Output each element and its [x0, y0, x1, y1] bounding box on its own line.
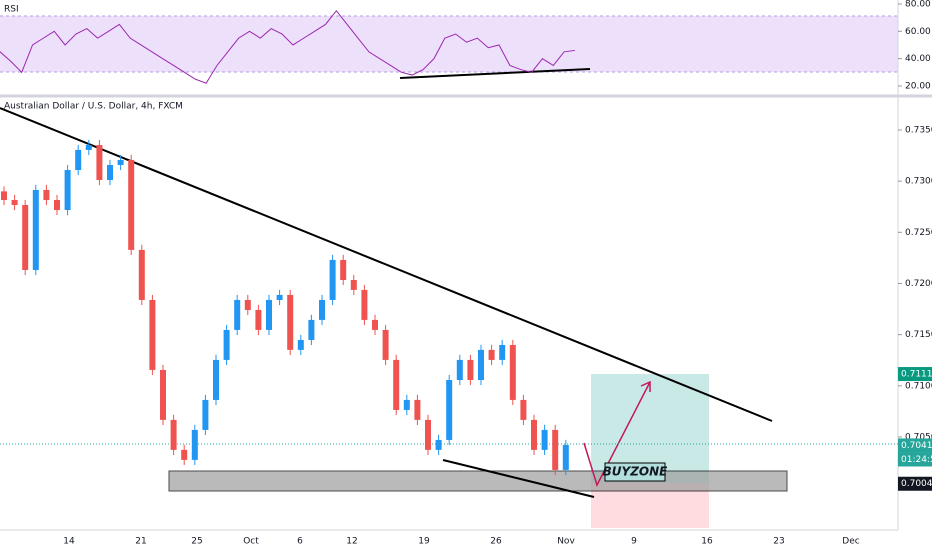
candle-body	[128, 159, 135, 250]
rsi-tick-label: 20.00	[905, 81, 931, 91]
candle-body	[11, 199, 18, 205]
candle-body	[361, 289, 368, 320]
candle-body	[170, 419, 177, 450]
candle-body	[520, 399, 527, 420]
rsi-tick-label: 40.00	[905, 54, 931, 64]
candle-body	[244, 299, 251, 310]
candle-body	[499, 344, 506, 360]
candle-body	[213, 359, 219, 400]
candle-body	[75, 149, 82, 170]
y-tick-label: 0.73500	[905, 125, 932, 135]
candle-body	[425, 419, 431, 450]
buyzone-label: BUYZONE	[603, 465, 669, 479]
candle-body	[329, 259, 336, 300]
y-tick-label: 0.70500	[905, 432, 932, 442]
candle-body	[541, 429, 548, 450]
candle-body	[107, 164, 113, 181]
candle-body	[531, 419, 537, 450]
candle-body	[308, 319, 315, 340]
candle-body	[446, 379, 453, 440]
y-tick-label: 0.72000	[905, 279, 932, 289]
candle-body	[372, 319, 378, 330]
candle-body	[43, 189, 50, 200]
price-tag	[898, 476, 932, 491]
countdown-tag	[898, 452, 932, 467]
x-tick-label: 26	[490, 537, 502, 547]
candle-body	[488, 349, 495, 360]
candle-body	[414, 399, 421, 420]
candle-body	[255, 309, 262, 330]
projection-arrow	[583, 381, 651, 487]
x-tick-label: Nov	[557, 537, 575, 547]
y-tick-label: 0.73000	[905, 177, 932, 187]
candle-body	[393, 359, 400, 410]
x-tick-label: 12	[346, 537, 357, 547]
candle-body	[54, 199, 60, 211]
candle-body	[287, 294, 294, 350]
price-tag-label: 0.71115	[901, 370, 932, 380]
x-tick-label: 25	[191, 537, 202, 547]
candle-body	[456, 359, 463, 380]
candle-body	[297, 339, 304, 350]
price-tag-label: 0.70043	[901, 479, 932, 489]
candle-body	[64, 169, 71, 211]
candle-body	[85, 145, 92, 150]
candle-body	[478, 349, 484, 380]
x-tick-label: 23	[773, 537, 784, 547]
candle-body	[1, 191, 7, 200]
candle-body	[467, 359, 474, 380]
x-tick-label: Oct	[243, 537, 259, 547]
arrow-head	[640, 380, 651, 392]
candle-body	[32, 189, 39, 270]
candle-body	[350, 280, 357, 290]
x-tick-label: Dec	[842, 537, 859, 547]
support-line	[442, 459, 595, 498]
rsi-band	[0, 16, 898, 72]
price-tag	[898, 367, 932, 382]
rsi-line	[0, 9, 576, 84]
candle-body	[191, 429, 198, 460]
symbol-title: Australian Dollar / U.S. Dollar, 4h, FXC…	[4, 102, 183, 112]
candle-body	[202, 399, 209, 430]
buyzone-tag	[604, 462, 666, 482]
candle-body	[96, 145, 103, 181]
rsi-label: RSI	[4, 5, 19, 15]
x-tick-label: 19	[418, 537, 430, 547]
rsi-tick-label: 80.00	[905, 0, 931, 9]
price-tag-label: 0.70417	[901, 441, 932, 451]
countdown-label: 01:24:54	[901, 455, 932, 465]
y-tick-label: 0.71000	[905, 381, 932, 391]
candle-body	[382, 329, 389, 360]
buy-zone-box	[168, 470, 788, 492]
candle-body	[234, 299, 241, 330]
price-tag	[898, 438, 932, 453]
candle-body	[160, 369, 166, 420]
candle-body	[181, 449, 188, 460]
x-tick-label: 6	[297, 537, 303, 547]
rsi-tick-label: 60.00	[905, 27, 931, 37]
candle-body	[340, 259, 347, 281]
candle-body	[509, 344, 516, 400]
x-tick-label: 21	[135, 537, 146, 547]
candle-body	[562, 444, 569, 470]
candle-body	[276, 294, 283, 300]
rsi-trend-line	[399, 68, 591, 79]
candle-body	[138, 249, 145, 300]
candle-body	[435, 439, 442, 450]
trend-line	[0, 107, 773, 422]
candle-body	[117, 159, 124, 165]
y-tick-label: 0.72500	[905, 228, 932, 238]
candle-body	[552, 429, 559, 470]
candle-body	[223, 329, 230, 360]
y-tick-label: 0.71500	[905, 330, 932, 340]
candle-body	[319, 299, 325, 320]
candle-body	[149, 299, 156, 370]
candle-body	[403, 399, 410, 410]
x-tick-label: 16	[701, 537, 713, 547]
x-tick-label: 14	[63, 537, 75, 547]
x-tick-label: 9	[631, 537, 637, 547]
candle-body	[266, 299, 272, 330]
candle-body	[22, 204, 29, 270]
